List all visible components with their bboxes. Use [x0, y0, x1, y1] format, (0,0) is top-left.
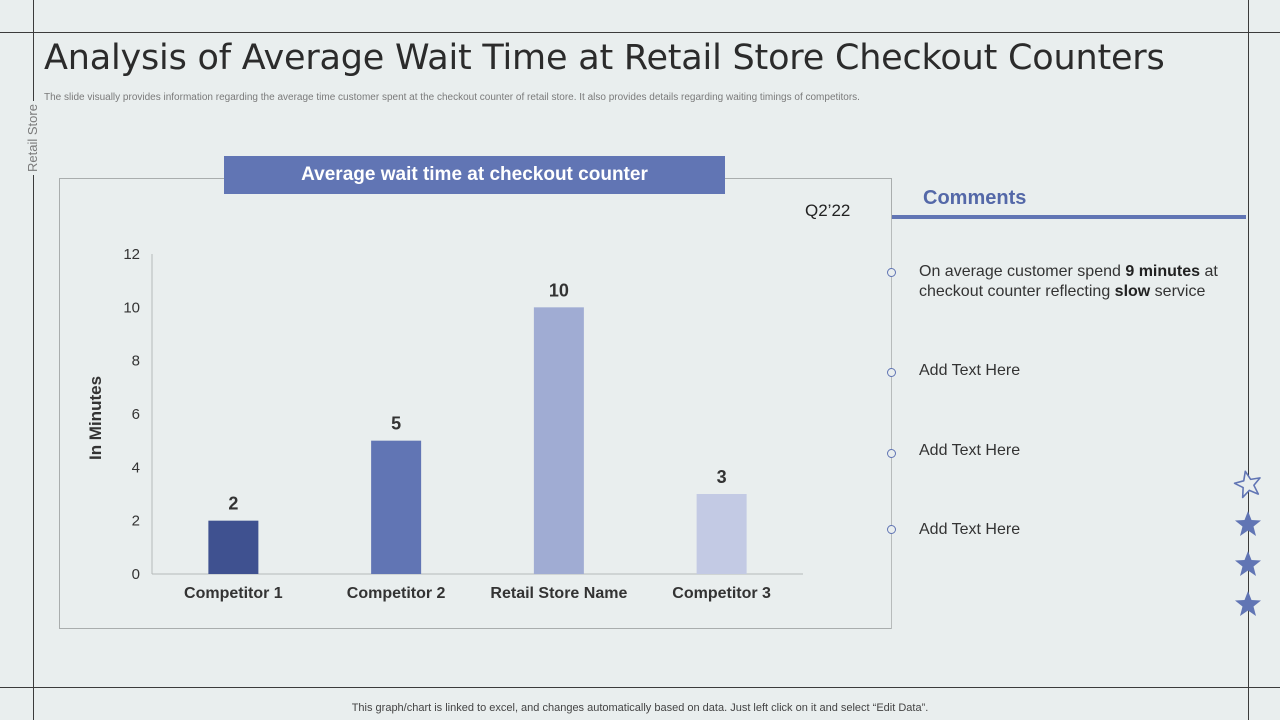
- comment-item: On average customer spend 9 minutes at c…: [919, 263, 1218, 300]
- bar-data-label: 10: [549, 280, 569, 300]
- chart-period: Q2’22: [805, 201, 851, 220]
- comment-item: Add Text Here: [919, 521, 1021, 538]
- star-icon: [1235, 591, 1261, 616]
- chart-title: Average wait time at checkout counter: [224, 156, 725, 194]
- y-tick-label: 0: [132, 566, 140, 583]
- bar: [371, 440, 422, 574]
- comment-bullet: [887, 368, 896, 377]
- comments-title: Comments: [923, 187, 1027, 209]
- y-tick-label: 4: [132, 459, 140, 476]
- star-icon: [1235, 511, 1261, 536]
- x-tick-label: Competitor 2: [347, 585, 446, 602]
- bar-data-label: 2: [228, 494, 238, 514]
- comments-timeline: [891, 219, 892, 629]
- frame-rule-left: [33, 0, 34, 720]
- comment-bullet: [887, 449, 896, 458]
- y-axis-label: In Minutes: [86, 375, 105, 461]
- star-outline-icon: [1233, 470, 1261, 499]
- comment-item: Add Text Here: [919, 362, 1021, 379]
- comment-highlight: slow: [1114, 283, 1151, 300]
- frame-rule-right: [1248, 0, 1249, 720]
- y-tick-label: 6: [132, 406, 140, 423]
- bar-data-label: 5: [391, 414, 401, 434]
- comment-bullet: [887, 268, 896, 277]
- y-tick-label: 8: [132, 353, 140, 370]
- frame-rule-bottom: [0, 687, 1280, 688]
- page-title: Analysis of Average Wait Time at Retail …: [44, 38, 1165, 78]
- x-tick-label: Competitor 1: [184, 585, 283, 602]
- bar: [533, 307, 584, 574]
- y-tick-label: 2: [132, 513, 140, 530]
- y-tick-label: 10: [123, 299, 140, 316]
- bar-data-label: 3: [717, 467, 727, 487]
- frame-rule-top: [0, 32, 1280, 33]
- comment-highlight: 9 minutes: [1125, 263, 1201, 280]
- star-icon: [1235, 551, 1261, 576]
- comment-bullet: [887, 525, 896, 534]
- comment-item: Add Text Here: [919, 442, 1021, 459]
- x-tick-label: Competitor 3: [672, 585, 771, 602]
- footer-note: This graph/chart is linked to excel, and…: [351, 702, 929, 714]
- page-subtitle: The slide visually provides information …: [44, 92, 860, 103]
- comments-underline: [892, 215, 1246, 219]
- y-tick-label: 12: [123, 246, 140, 263]
- x-tick-label: Retail Store Name: [490, 585, 627, 602]
- bar: [696, 494, 747, 574]
- bar: [208, 520, 259, 574]
